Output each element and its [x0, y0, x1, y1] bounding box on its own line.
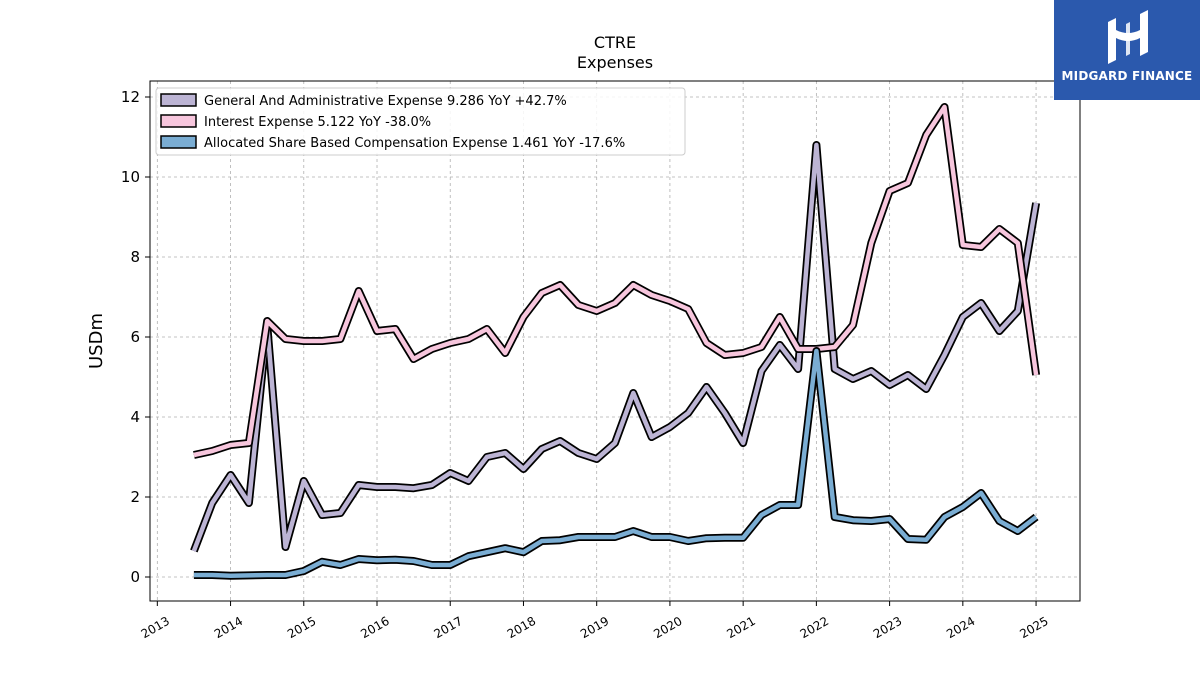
series-2-line: [193, 348, 1038, 579]
x-tick-label: 2018: [505, 614, 538, 641]
series-lines: [190, 103, 1041, 580]
x-tick-label: 2014: [212, 614, 245, 641]
chart-title: CTRE: [594, 33, 636, 52]
y-tick-label: 2: [130, 488, 140, 506]
y-tick-label: 6: [130, 328, 140, 346]
y-tick-label: 4: [130, 408, 140, 426]
legend-label-0: General And Administrative Expense 9.286…: [204, 94, 567, 109]
series-0-line: [191, 142, 1039, 552]
series-2-outline: [193, 347, 1039, 580]
legend-label-1: Interest Expense 5.122 YoY -38.0%: [204, 115, 431, 130]
y-tick-label: 12: [121, 88, 140, 106]
legend-swatch-1: [160, 114, 197, 128]
x-tick-label: 2023: [871, 614, 904, 641]
brand-logo: MIDGARD FINANCE: [1054, 0, 1200, 100]
x-tick-label: 2015: [285, 614, 318, 641]
y-tick-label: 8: [130, 248, 140, 266]
y-tick-label: 10: [121, 168, 140, 186]
x-tick-label: 2017: [432, 614, 465, 641]
x-tick-label: 2019: [578, 614, 611, 641]
x-tick-label: 2024: [944, 614, 977, 641]
x-tick-label: 2022: [798, 614, 831, 641]
chart-subtitle: Expenses: [577, 53, 653, 72]
x-tick-label: 2021: [724, 614, 757, 641]
logo-mark-icon: [1108, 10, 1148, 64]
x-tick-label: 2013: [139, 614, 172, 641]
x-tick-label: 2016: [358, 614, 391, 641]
x-tick-label: 2025: [1017, 614, 1050, 641]
plot-frame: [149, 80, 1081, 602]
series-0-outline: [190, 141, 1041, 553]
y-tick-label: 0: [130, 568, 140, 586]
series-1-outline: [193, 103, 1041, 459]
legend: General And Administrative Expense 9.286…: [155, 87, 686, 156]
legend-swatch-2: [160, 135, 197, 149]
legend-swatch-0: [160, 93, 197, 107]
brand-name: MIDGARD FINANCE: [1061, 69, 1193, 83]
legend-box: [155, 87, 686, 156]
x-tick-label: 2020: [651, 614, 684, 641]
series-1-line: [193, 104, 1039, 458]
legend-label-2: Allocated Share Based Compensation Expen…: [204, 136, 625, 151]
y-axis-label: USDm: [86, 313, 107, 369]
